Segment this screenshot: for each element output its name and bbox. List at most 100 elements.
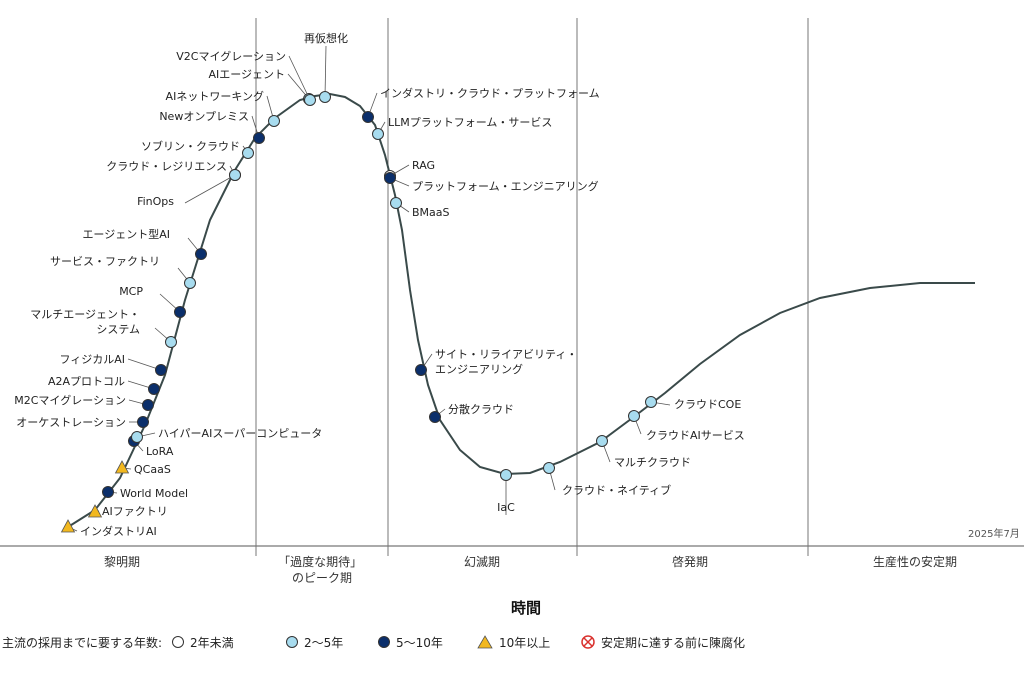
point-3-label: World Model — [120, 487, 188, 500]
phase-label-peak-line1: 「過度な期待」 — [278, 554, 362, 569]
point-4-label: QCaaS — [134, 463, 171, 476]
phase-label-peak-line2: のピーク期 — [292, 571, 352, 585]
point-18-label: Newオンプレミス — [159, 110, 249, 123]
point-24-marker — [372, 128, 384, 140]
point-8-label: M2Cマイグレーション — [14, 393, 126, 407]
point-2-label-line: AIファクトリ — [102, 505, 168, 518]
legend-label-obsolete: 安定期に達する前に陳腐化 — [601, 635, 745, 650]
point-3-marker — [102, 486, 114, 498]
point-29-label: 分散クラウド — [448, 402, 514, 416]
phase-label-trough: 幻滅期 — [464, 555, 500, 569]
point-labels: インダストリAI AIファクトリ World Model QCaaS LoRA ハイパーA… — [14, 31, 745, 538]
point-10-label: フィジカルAI — [59, 353, 125, 366]
point-27-label: BMaaS — [412, 206, 450, 219]
point-17-label: ソブリン・クラウド — [141, 139, 240, 153]
point-14-marker — [195, 248, 207, 260]
point-23-marker — [362, 111, 374, 123]
point-33-marker — [628, 410, 640, 422]
point-32-label-line: マルチクラウド — [614, 456, 691, 469]
point-26-label: プラットフォーム・エンジニアリング — [412, 179, 599, 193]
point-24-label: LLMプラットフォーム・サービス — [388, 116, 552, 129]
point-18-label-line: Newオンプレミス — [159, 110, 249, 123]
legend-title: 主流の採用までに要する年数: — [2, 635, 162, 650]
point-29-label-line: 分散クラウド — [448, 402, 514, 416]
legend-label-2-5: 2〜5年 — [304, 636, 343, 650]
point-22-marker — [319, 91, 331, 103]
point-9-label-line: A2Aプロトコル — [48, 375, 125, 388]
point-1-label: インダストリAI — [80, 524, 157, 538]
point-28-label-line: サイト・リライアビリティ・ — [435, 348, 577, 361]
point-2-label: AIファクトリ — [102, 505, 168, 518]
point-23-label: インダストリ・クラウド・プラットフォーム — [380, 86, 600, 100]
point-19-marker — [268, 115, 280, 127]
point-28-marker — [415, 364, 427, 376]
point-33-label-line: クラウドAIサービス — [646, 429, 745, 442]
point-12-marker — [174, 306, 186, 318]
point-20-label: AIエージェント — [208, 68, 285, 81]
point-30-label: IaC — [497, 501, 515, 514]
legend-marker-lt2 — [172, 636, 184, 648]
point-22-label-line: 再仮想化 — [304, 31, 348, 45]
point-10-marker — [155, 364, 167, 376]
phase-label-innovation: 黎明期 — [104, 555, 140, 569]
point-27-label-line: BMaaS — [412, 206, 450, 219]
point-1-label-line: インダストリAI — [80, 524, 157, 538]
point-11-marker — [165, 336, 177, 348]
phase-label-peak: 「過度な期待」 のピーク期 — [278, 554, 366, 585]
point-8-marker — [142, 399, 154, 411]
point-10-label-line: フィジカルAI — [59, 353, 125, 366]
point-2-marker — [87, 504, 103, 518]
legend-marker-obsolete — [581, 635, 595, 649]
legend-label-5-10: 5〜10年 — [396, 636, 443, 650]
point-16-label-line: クラウド・レジリエンス — [106, 160, 227, 173]
point-19-label-line: AIネットワーキング — [166, 89, 264, 103]
point-15-leader — [184, 174, 236, 204]
point-26-marker — [384, 172, 396, 184]
legend: 主流の採用までに要する年数: 2年未満 2〜5年 5〜10年 10年以上 安定期… — [2, 635, 745, 650]
point-22-leader — [324, 45, 327, 98]
point-11-label: マルチエージェント・システム — [30, 308, 140, 336]
point-17-marker — [242, 147, 254, 159]
point-21-label-line: V2Cマイグレーション — [176, 49, 286, 63]
hype-curve — [67, 92, 975, 528]
point-7-label-line: オーケストレーション — [16, 416, 126, 429]
point-31-marker — [543, 462, 555, 474]
point-21-label: V2Cマイグレーション — [176, 49, 286, 63]
point-25-label-line: RAG — [412, 159, 435, 172]
x-axis-title: 時間 — [511, 599, 541, 617]
point-18-marker — [253, 132, 265, 144]
point-27-marker — [390, 197, 402, 209]
point-21-marker — [304, 94, 316, 106]
point-24-label-line: LLMプラットフォーム・サービス — [388, 116, 552, 129]
point-34-marker — [645, 396, 657, 408]
legend-marker-gt10 — [477, 635, 493, 649]
point-16-marker — [229, 169, 241, 181]
point-14-label: エージェント型AI — [82, 227, 170, 241]
point-29-marker — [429, 411, 441, 423]
point-5-label-line: LoRA — [146, 445, 174, 458]
point-4-marker — [114, 460, 130, 474]
point-34-label-line: クラウドCOE — [674, 398, 741, 411]
phase-label-plateau: 生産性の安定期 — [873, 554, 957, 569]
point-6-label: ハイパーAIスーパーコンピュータ — [158, 427, 322, 440]
date-stamp: 2025年7月 — [968, 527, 1020, 540]
point-4-label-line: QCaaS — [134, 463, 171, 476]
point-32-label: マルチクラウド — [614, 456, 691, 469]
point-26-label-line: プラットフォーム・エンジニアリング — [412, 179, 599, 193]
point-21-leader — [288, 55, 311, 101]
point-31-label: クラウド・ネイティブ — [562, 483, 671, 497]
point-1-marker — [60, 519, 76, 533]
legend-marker-2-5 — [286, 636, 298, 648]
point-33-label: クラウドAIサービス — [646, 429, 745, 442]
phase-label-slope: 啓発期 — [672, 554, 708, 569]
legend-label-gt10: 10年以上 — [499, 636, 550, 650]
point-17-label-line: ソブリン・クラウド — [141, 139, 240, 153]
point-markers — [60, 91, 657, 533]
point-12-label: MCP — [119, 285, 143, 298]
point-15-label: FinOps — [137, 195, 174, 208]
point-13-marker — [184, 277, 196, 289]
point-15-label-line: FinOps — [137, 195, 174, 208]
point-14-label-line: エージェント型AI — [82, 227, 170, 241]
point-6-marker — [131, 431, 143, 443]
